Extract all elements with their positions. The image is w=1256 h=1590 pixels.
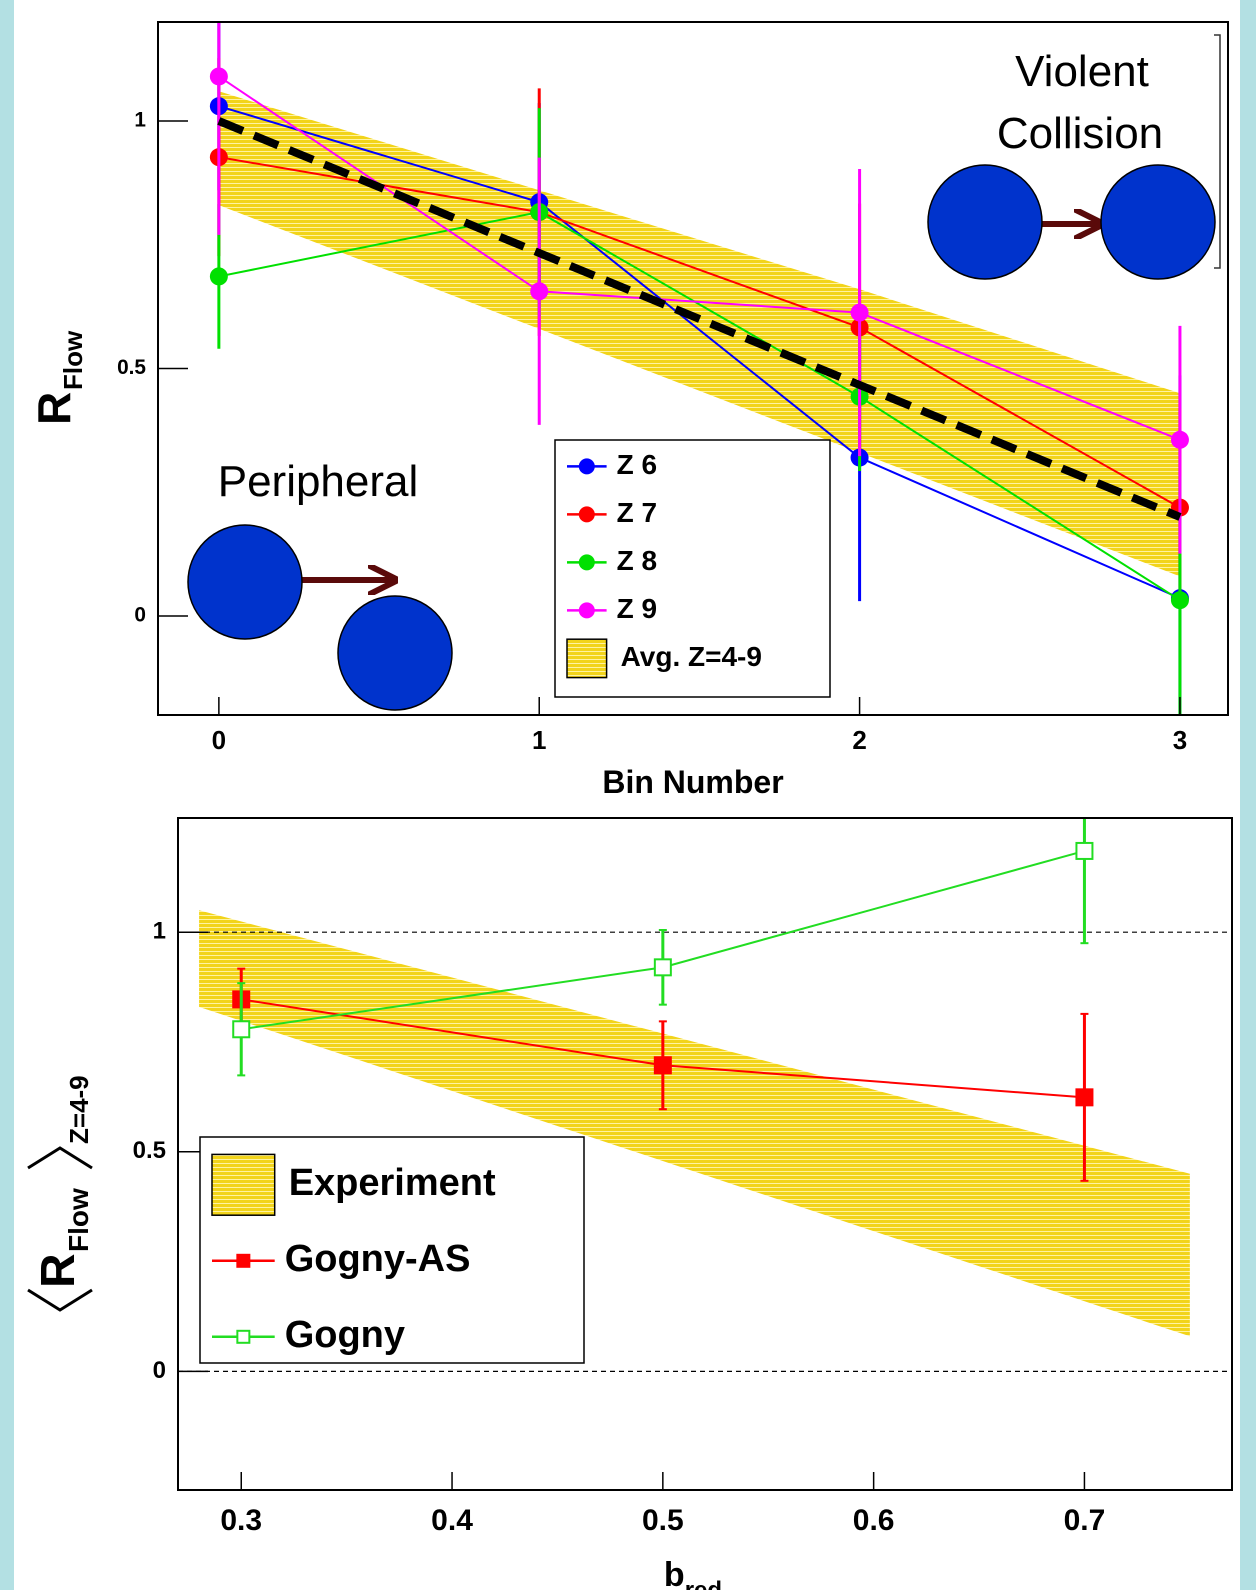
x-axis-label: bred [664, 1556, 722, 1590]
y-axis-label: R Flow Z=4-9 [27, 1075, 94, 1312]
legend-marker [578, 506, 595, 523]
legend-marker [578, 602, 595, 619]
y-tick-label: 0.5 [133, 1137, 166, 1164]
data-point [1170, 591, 1189, 610]
data-point [1075, 841, 1094, 860]
x-axis-label: Bin Number [602, 764, 783, 800]
band [218, 91, 1180, 577]
x-tick-label: 0.5 [642, 1504, 684, 1537]
legend: Z 6 Z 7 Z 8 Z 9 Avg. Z=4-9 [554, 439, 831, 698]
y-tick-label: 0.5 [117, 356, 146, 379]
y-label-sub: Flow [58, 330, 88, 390]
data-point [653, 958, 672, 977]
legend-marker [236, 1329, 251, 1344]
fit-line [217, 117, 1182, 521]
y-tick-label: 1 [134, 109, 146, 132]
legend-label: Z 8 [617, 545, 657, 576]
illustration-peripheral [187, 524, 453, 711]
x-label-sub: red [685, 1577, 722, 1590]
x-tick-label: 2 [852, 725, 866, 755]
data-point [1075, 1088, 1094, 1107]
illustration-violent [927, 34, 1221, 280]
x-tick-label: 0 [212, 725, 226, 755]
legend-label: Gogny-AS [285, 1238, 471, 1280]
legend-label: Experiment [289, 1162, 496, 1204]
series-line [218, 105, 1181, 600]
legend-label: Avg. Z=4-9 [621, 641, 762, 672]
y-label-main: R [28, 392, 80, 425]
y-tick-label: 0 [134, 604, 146, 627]
band [199, 910, 1190, 1337]
series-line [218, 211, 1181, 602]
legend-marker [578, 458, 595, 475]
x-tick-label: 3 [1173, 725, 1187, 755]
x-tick-label: 1 [532, 725, 546, 755]
legend-label: Z 7 [617, 497, 657, 528]
y-label-main: R [32, 1253, 85, 1288]
legend-label: Z 6 [617, 449, 657, 480]
legend-label: Gogny [285, 1314, 405, 1356]
y-axis-label: R Flow [28, 330, 88, 425]
data-point [850, 303, 869, 322]
y-label-sub: Flow [63, 1188, 94, 1252]
x-label-main: b [664, 1556, 685, 1590]
data-point [530, 282, 549, 301]
data-point [209, 267, 228, 286]
data-point [1170, 430, 1189, 449]
plot-area [178, 818, 1232, 1373]
plot: 0 1 2 3 0 0.5 1 Z 6 Z 7 Z 8 Z 9 Avg. Z=4-9 [117, 21, 1229, 755]
data-point [232, 1020, 251, 1039]
legend-swatch [211, 1153, 276, 1216]
y-label-sub: Z=4-9 [64, 1075, 94, 1144]
x-tick-label: 0.4 [431, 1504, 473, 1537]
annotation: Peripheral [218, 457, 419, 506]
data-point [209, 67, 228, 86]
plot-frame [177, 817, 1233, 1491]
annotation: Violent [1015, 47, 1149, 96]
legend-marker [236, 1253, 251, 1268]
plot: 0.3 0.4 0.5 0.6 0.7 0 0.5 1 Experiment Gogny-AS Go… [133, 817, 1233, 1537]
x-tick-label: 0.7 [1064, 1504, 1106, 1537]
legend: Experiment Gogny-AS Gogny [199, 1136, 585, 1364]
plot-area [209, 22, 1189, 715]
x-tick-label: 0.6 [853, 1504, 895, 1537]
x-tick-label: 0.3 [220, 1504, 262, 1537]
legend-label: Z 9 [617, 593, 657, 624]
y-tick-label: 0 [153, 1357, 166, 1384]
y-tick-label: 1 [153, 918, 166, 945]
legend-swatch [566, 638, 608, 679]
charts: 0 1 2 3 0 0.5 1 Z 6 Z 7 Z 8 Z 9 Avg. Z=4-9 0.3 0.4 0.5… [117, 21, 1233, 1537]
legend-marker [578, 554, 595, 571]
annotation: Collision [997, 109, 1163, 158]
data-point [653, 1056, 672, 1075]
